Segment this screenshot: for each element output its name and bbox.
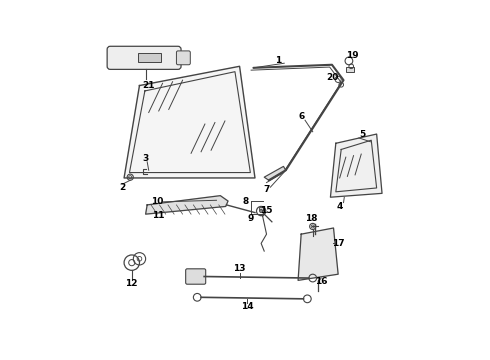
- Polygon shape: [124, 66, 255, 178]
- FancyBboxPatch shape: [107, 46, 181, 69]
- Text: 13: 13: [233, 264, 246, 273]
- Polygon shape: [264, 166, 286, 180]
- Text: 20: 20: [326, 73, 338, 82]
- Text: 15: 15: [260, 206, 273, 215]
- Polygon shape: [146, 195, 228, 214]
- Text: 4: 4: [337, 202, 343, 211]
- Polygon shape: [330, 134, 382, 197]
- Text: 11: 11: [152, 211, 165, 220]
- Text: 18: 18: [305, 214, 318, 223]
- FancyBboxPatch shape: [186, 269, 206, 284]
- Bar: [138, 53, 161, 62]
- Text: 7: 7: [263, 185, 270, 194]
- Text: 9: 9: [247, 214, 253, 223]
- Text: 2: 2: [120, 184, 125, 193]
- Circle shape: [260, 210, 263, 213]
- Text: 8: 8: [243, 197, 249, 206]
- Text: 6: 6: [298, 112, 304, 121]
- Text: 14: 14: [241, 302, 254, 311]
- FancyBboxPatch shape: [176, 51, 190, 65]
- Text: 17: 17: [332, 239, 344, 248]
- Text: 19: 19: [346, 51, 359, 60]
- Polygon shape: [298, 228, 338, 280]
- Text: 1: 1: [275, 57, 281, 66]
- Text: 3: 3: [143, 154, 149, 163]
- Bar: [259, 207, 264, 210]
- Text: 5: 5: [360, 130, 366, 139]
- Text: 16: 16: [315, 278, 327, 287]
- Text: 12: 12: [125, 279, 138, 288]
- Text: 21: 21: [143, 81, 155, 90]
- Bar: [346, 67, 354, 72]
- Text: 10: 10: [151, 197, 163, 206]
